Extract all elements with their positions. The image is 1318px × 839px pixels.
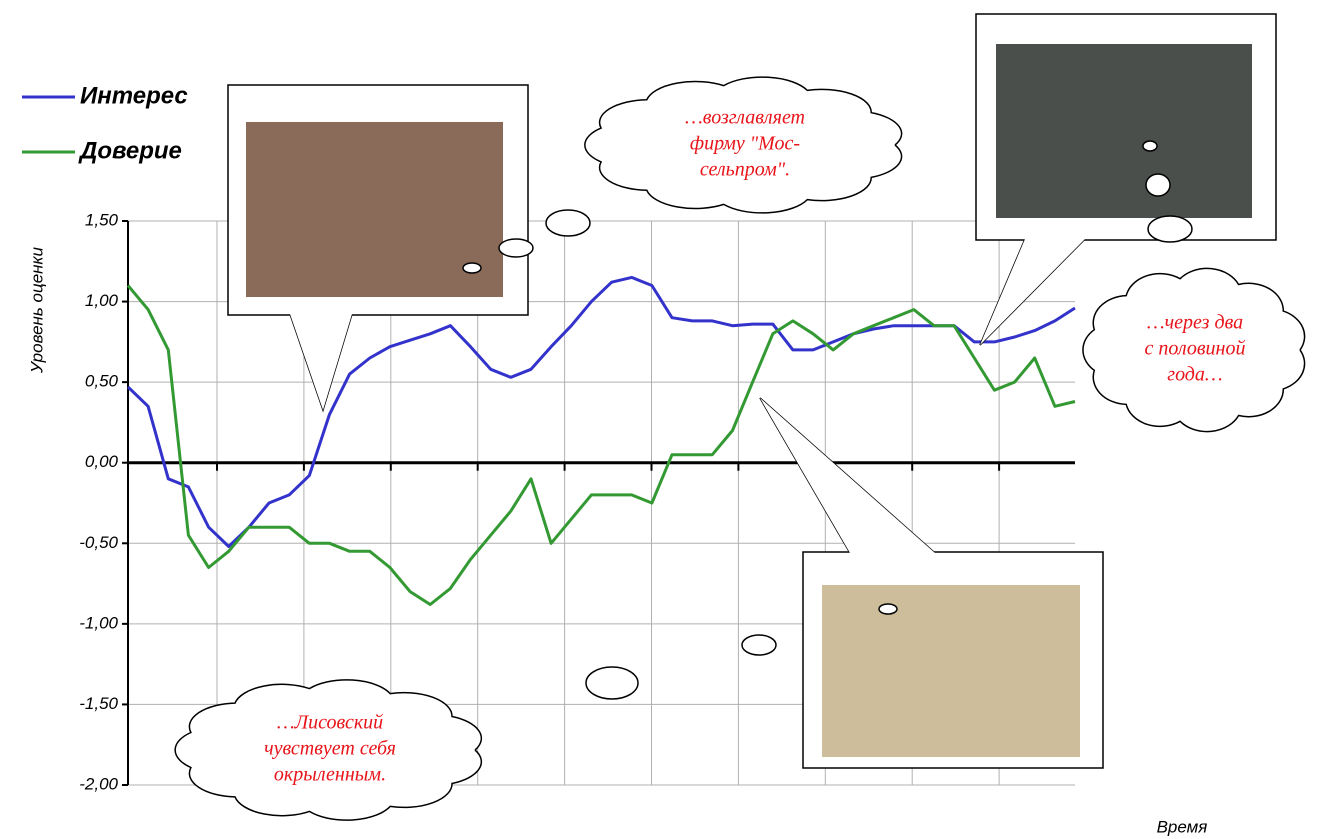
thought-cloud (1082, 267, 1306, 433)
thought-bubble (462, 262, 482, 274)
y-tick-label: 1,00 (85, 291, 119, 310)
photo (246, 122, 503, 297)
annotation-text: окрыленным. (274, 764, 386, 786)
thought-bubble (585, 666, 639, 700)
y-tick-label: 0,50 (85, 372, 119, 391)
legend-label: Доверие (78, 137, 182, 164)
y-tick-label: -1,00 (79, 613, 118, 632)
callout-pointer-cover (760, 398, 935, 553)
series-line (126, 275, 1076, 548)
thought-bubble (1142, 140, 1158, 152)
annotation-text: с половиной (1145, 338, 1246, 360)
annotation-text: …Лисовский (277, 712, 383, 734)
thought-bubble (878, 603, 898, 615)
photo (822, 585, 1080, 757)
annotation-text: сельпром". (700, 159, 790, 181)
thought-bubble (545, 209, 591, 237)
callout-pointer-cover (290, 314, 352, 410)
thought-bubble (741, 634, 777, 656)
thought-cloud (584, 76, 903, 214)
y-axis-title: Уровень оценки (27, 246, 46, 374)
y-tick-label: 1,50 (85, 210, 119, 229)
photo (996, 44, 1252, 218)
y-tick-label: -0,50 (79, 533, 118, 552)
y-tick-label: -2,00 (79, 774, 118, 793)
y-tick-label: -1,50 (79, 694, 118, 713)
callout-pointer-cover (980, 239, 1085, 345)
thought-bubble (1147, 215, 1193, 243)
annotation-text: фирму "Мос- (690, 133, 800, 155)
x-axis-title: Время (1157, 817, 1208, 836)
series-line (126, 284, 1076, 606)
annotation-text: года… (1167, 364, 1222, 386)
annotation-text: …возглавляет (685, 107, 805, 129)
thought-bubble (498, 238, 534, 258)
thought-cloud (174, 679, 483, 821)
y-tick-label: 0,00 (85, 452, 119, 471)
thought-bubble (1145, 173, 1171, 197)
annotation-text: …через два (1147, 312, 1243, 334)
annotation-text: чувствует себя (264, 738, 396, 760)
legend-label: Интерес (80, 82, 188, 109)
